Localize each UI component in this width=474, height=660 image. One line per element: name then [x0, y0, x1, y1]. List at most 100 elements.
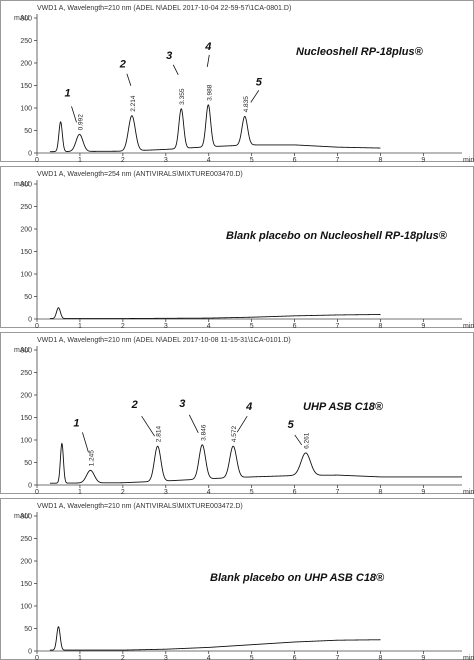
y-tick-label: 100	[20, 272, 32, 279]
y-tick-label: 150	[20, 581, 32, 588]
peak-number-label: 4	[245, 401, 252, 413]
column-annotation: UHP ASB C18®	[303, 401, 384, 413]
x-axis-label: min	[463, 157, 474, 164]
x-tick-label: 1	[78, 655, 82, 660]
peak-number-label: 2	[131, 399, 138, 411]
peak-number-label: 2	[119, 59, 126, 71]
peak-label-leader	[172, 64, 179, 76]
x-axis-label: min	[463, 323, 474, 330]
chromatogram-panel-3: VWD1 A, Wavelength=210 nm (ADEL N\ADEL 2…	[0, 332, 474, 496]
peak-label-leader	[141, 415, 155, 437]
peak-label-leader	[250, 90, 260, 103]
x-tick-label: 4	[207, 157, 211, 164]
chromatogram-panel-1: VWD1 A, Wavelength=210 nm (ADEL N\ADEL 2…	[0, 0, 474, 164]
peak-retention-time: 3.355	[179, 88, 186, 105]
y-tick-label: 0	[28, 483, 32, 490]
chromatogram-panel-2: VWD1 A, Wavelength=254 nm (ANTIVIRALS\MI…	[0, 166, 474, 330]
x-tick-label: 5	[250, 323, 254, 330]
x-tick-label: 5	[250, 157, 254, 164]
chromatogram-panel-4: VWD1 A, Wavelength=210 nm (ANTIVIRALS\MI…	[0, 498, 474, 660]
y-tick-label: 0	[28, 151, 32, 158]
x-tick-label: 8	[378, 655, 382, 660]
y-tick-label: 200	[20, 61, 32, 68]
panel-frame	[0, 166, 474, 328]
peak-retention-time: 0.992	[78, 114, 85, 131]
y-tick-label: 150	[20, 415, 32, 422]
x-tick-label: 2	[121, 655, 125, 660]
panel-header: VWD1 A, Wavelength=210 nm (ADEL N\ADEL 2…	[37, 337, 291, 344]
peak-retention-time: 2.214	[130, 95, 137, 112]
x-tick-label: 4	[207, 323, 211, 330]
y-tick-label: 150	[20, 83, 32, 90]
peak-number-label: 5	[256, 76, 263, 88]
chromatogram-trace	[49, 626, 381, 651]
y-tick-label: 100	[20, 438, 32, 445]
x-tick-label: 1	[78, 489, 82, 496]
y-axis-label: mAU	[14, 347, 30, 354]
x-tick-label: 9	[421, 655, 425, 660]
panel-frame	[0, 0, 474, 162]
y-tick-label: 300	[20, 348, 32, 355]
x-tick-label: 0	[35, 489, 39, 496]
peak-label-leader	[236, 415, 248, 433]
y-tick-label: 50	[24, 626, 32, 633]
y-tick-label: 250	[20, 370, 32, 377]
peak-number-label: 1	[73, 417, 79, 429]
y-tick-label: 200	[20, 393, 32, 400]
y-tick-label: 50	[24, 294, 32, 301]
x-tick-label: 4	[207, 655, 211, 660]
peak-label-leader	[82, 432, 89, 453]
chromatogram-trace	[49, 104, 381, 153]
peak-retention-time: 1.245	[88, 450, 95, 467]
y-axis-label: mAU	[14, 181, 30, 188]
y-tick-label: 100	[20, 604, 32, 611]
peak-number-label: 1	[64, 87, 70, 99]
y-tick-label: 300	[20, 16, 32, 23]
x-tick-label: 7	[336, 655, 340, 660]
chromatogram-trace	[49, 307, 381, 319]
peak-number-label: 3	[179, 398, 185, 410]
peak-retention-time: 6.261	[304, 432, 311, 449]
x-tick-label: 9	[421, 323, 425, 330]
peak-label-leader	[188, 414, 199, 434]
peak-number-label: 4	[204, 41, 211, 53]
y-axis-label: mAU	[14, 513, 30, 520]
x-tick-label: 6	[293, 323, 297, 330]
panel-header: VWD1 A, Wavelength=210 nm (ADEL N\ADEL 2…	[37, 5, 291, 12]
peak-retention-time: 3.988	[206, 84, 213, 101]
x-tick-label: 5	[250, 655, 254, 660]
peak-label-leader	[71, 106, 77, 123]
x-tick-label: 2	[121, 323, 125, 330]
peak-retention-time: 2.814	[156, 426, 163, 443]
x-tick-label: 8	[378, 323, 382, 330]
y-tick-label: 300	[20, 514, 32, 521]
y-tick-label: 50	[24, 460, 32, 467]
panel-frame	[0, 332, 474, 494]
x-tick-label: 9	[421, 489, 425, 496]
peak-number-label: 3	[166, 50, 172, 62]
x-tick-label: 7	[336, 323, 340, 330]
x-tick-label: 4	[207, 489, 211, 496]
x-tick-label: 3	[164, 655, 168, 660]
x-axis-label: min	[463, 489, 474, 496]
y-tick-label: 200	[20, 227, 32, 234]
x-tick-label: 9	[421, 157, 425, 164]
y-tick-label: 250	[20, 38, 32, 45]
y-tick-label: 50	[24, 128, 32, 135]
x-axis-label: min	[463, 655, 474, 660]
chromatogram-trace	[49, 442, 462, 484]
y-tick-label: 0	[28, 317, 32, 324]
x-tick-label: 8	[378, 157, 382, 164]
x-tick-label: 6	[293, 157, 297, 164]
y-tick-label: 250	[20, 204, 32, 211]
x-tick-label: 1	[78, 157, 82, 164]
peak-retention-time: 4.572	[231, 426, 238, 443]
column-annotation: Nucleoshell RP-18plus®	[296, 46, 424, 58]
y-tick-label: 100	[20, 106, 32, 113]
column-annotation: Blank placebo on Nucleoshell RP-18plus®	[226, 230, 448, 242]
panel-header: VWD1 A, Wavelength=210 nm (ANTIVIRALS\MI…	[37, 503, 243, 510]
y-tick-label: 0	[28, 649, 32, 656]
peak-label-leader	[126, 73, 132, 86]
y-tick-label: 200	[20, 559, 32, 566]
